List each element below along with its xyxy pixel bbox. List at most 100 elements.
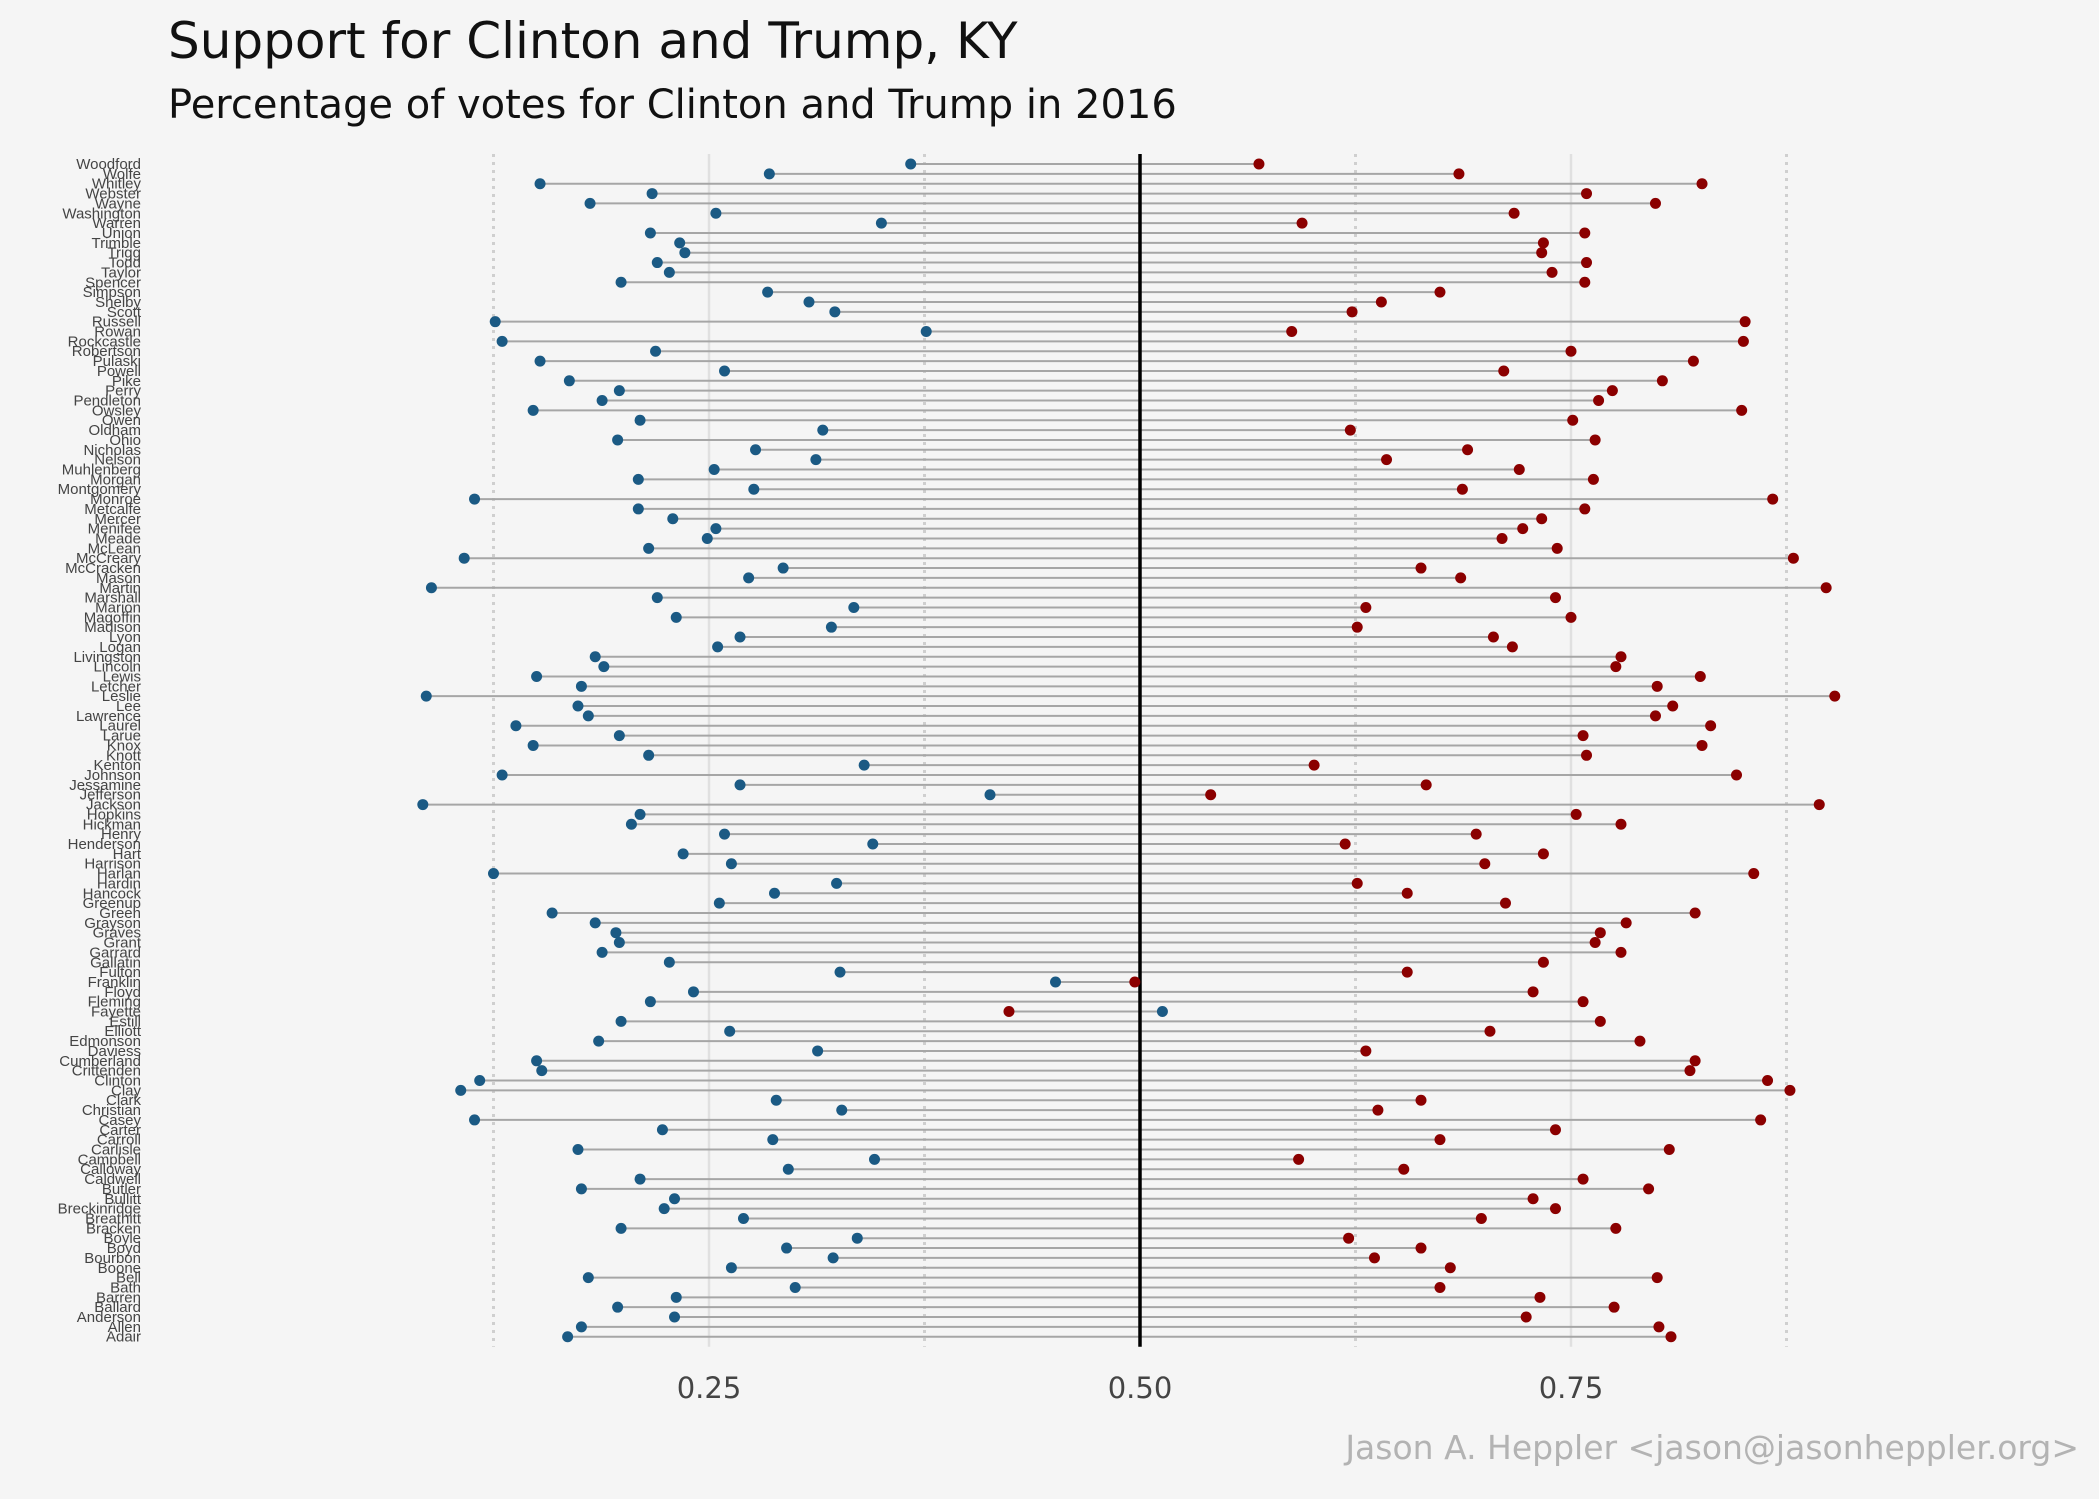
trump-point — [1689, 907, 1701, 919]
trump-point — [1343, 1232, 1355, 1244]
trump-point — [1608, 1301, 1620, 1313]
county-label: Todd — [108, 255, 141, 272]
x-tick-label: 0.25 — [677, 1371, 742, 1405]
trump-point — [1787, 552, 1799, 564]
clinton-point — [679, 247, 691, 259]
trump-point — [1470, 828, 1482, 840]
county-label: Robertson — [72, 343, 141, 360]
clinton-point — [496, 335, 508, 347]
county-label: Scott — [107, 304, 142, 321]
county-label: Calloway — [80, 1161, 141, 1178]
clinton-point — [527, 404, 539, 416]
county-label: Nelson — [94, 452, 141, 469]
trump-point — [1415, 1242, 1427, 1254]
trump-point — [1129, 976, 1141, 988]
county-label: Webster — [85, 186, 141, 203]
clinton-point — [651, 257, 663, 269]
county-label: Nicholas — [83, 442, 141, 459]
clinton-point — [534, 178, 546, 190]
clinton-point — [869, 1153, 881, 1165]
county-label: Muhlenberg — [62, 462, 141, 479]
trump-point — [1551, 542, 1563, 554]
clinton-point — [510, 720, 522, 732]
x-tick-label: 0.75 — [1539, 1371, 1604, 1405]
county-label: Taylor — [101, 264, 141, 281]
trump-point — [1536, 247, 1548, 259]
trump-point — [1293, 1153, 1305, 1165]
county-label: Russell — [92, 314, 141, 331]
county-label: Trigg — [107, 245, 141, 262]
clinton-point — [458, 552, 470, 564]
clinton-point — [663, 956, 675, 968]
county-label: Hart — [113, 846, 142, 863]
trump-point — [1537, 237, 1549, 249]
clinton-point — [563, 375, 575, 387]
clinton-point — [625, 818, 637, 830]
trump-point — [1615, 946, 1627, 958]
county-label: Bracken — [86, 1220, 141, 1237]
clinton-point — [734, 779, 746, 791]
clinton-point — [469, 1114, 481, 1126]
trump-point — [1589, 937, 1601, 949]
clinton-point — [531, 670, 543, 682]
county-label: Casey — [98, 1112, 141, 1129]
clinton-point — [632, 503, 644, 515]
trump-point — [1663, 1144, 1675, 1155]
trump-point — [1696, 739, 1708, 751]
clinton-point — [575, 680, 587, 692]
clinton-point — [1050, 976, 1062, 988]
clinton-point — [827, 1252, 839, 1264]
clinton-point — [531, 1055, 543, 1067]
trump-point — [1667, 700, 1679, 712]
clinton-point — [770, 1094, 782, 1106]
trump-point — [1656, 375, 1668, 387]
county-label: Greenup — [83, 895, 141, 912]
trump-point — [1420, 779, 1432, 791]
trump-point — [1286, 326, 1298, 338]
clinton-point — [1156, 1006, 1168, 1018]
county-label: Henry — [101, 826, 142, 843]
clinton-point — [644, 996, 656, 1008]
clinton-point — [582, 1272, 594, 1284]
county-label: Monroe — [90, 491, 141, 508]
trump-point — [1549, 1124, 1561, 1136]
county-label: McCracken — [65, 560, 141, 577]
trump-point — [1339, 838, 1351, 850]
county-label: Crittenden — [72, 1063, 141, 1080]
clinton-point — [527, 739, 539, 751]
county-label: Gallatin — [90, 954, 141, 971]
county-label: Carroll — [97, 1132, 141, 1149]
trump-point — [1643, 1183, 1655, 1195]
clinton-point — [612, 1301, 624, 1313]
county-label: Montgomery — [58, 481, 142, 498]
county-label: Logan — [99, 639, 141, 656]
trump-point — [1455, 572, 1467, 584]
county-label: Hopkins — [87, 806, 141, 823]
county-label: Johnson — [84, 767, 141, 784]
county-label: Madison — [84, 619, 141, 636]
county-label: Grant — [103, 935, 141, 952]
trump-point — [1620, 917, 1632, 929]
clinton-point — [612, 434, 624, 446]
county-label: Mason — [96, 570, 141, 587]
county-label: Union — [102, 225, 141, 242]
county-label: Powell — [97, 363, 141, 380]
clinton-point — [803, 296, 815, 308]
clinton-point — [474, 1075, 486, 1087]
county-label: Marion — [95, 599, 141, 616]
county-label: Clark — [106, 1092, 142, 1109]
county-label: Edmonson — [69, 1033, 141, 1050]
trump-point — [1649, 710, 1661, 722]
trump-point — [1444, 1262, 1456, 1274]
clinton-point — [763, 168, 775, 180]
county-label: Elliott — [104, 1023, 142, 1040]
clinton-point — [615, 1015, 627, 1027]
trump-point — [1577, 1173, 1589, 1185]
clinton-point — [496, 769, 508, 781]
county-label: Mercer — [94, 511, 141, 528]
trump-point — [1434, 1281, 1446, 1293]
clinton-point — [670, 611, 682, 623]
county-label: Campbell — [78, 1151, 141, 1168]
trump-point — [1687, 355, 1699, 367]
clinton-point — [489, 316, 501, 328]
